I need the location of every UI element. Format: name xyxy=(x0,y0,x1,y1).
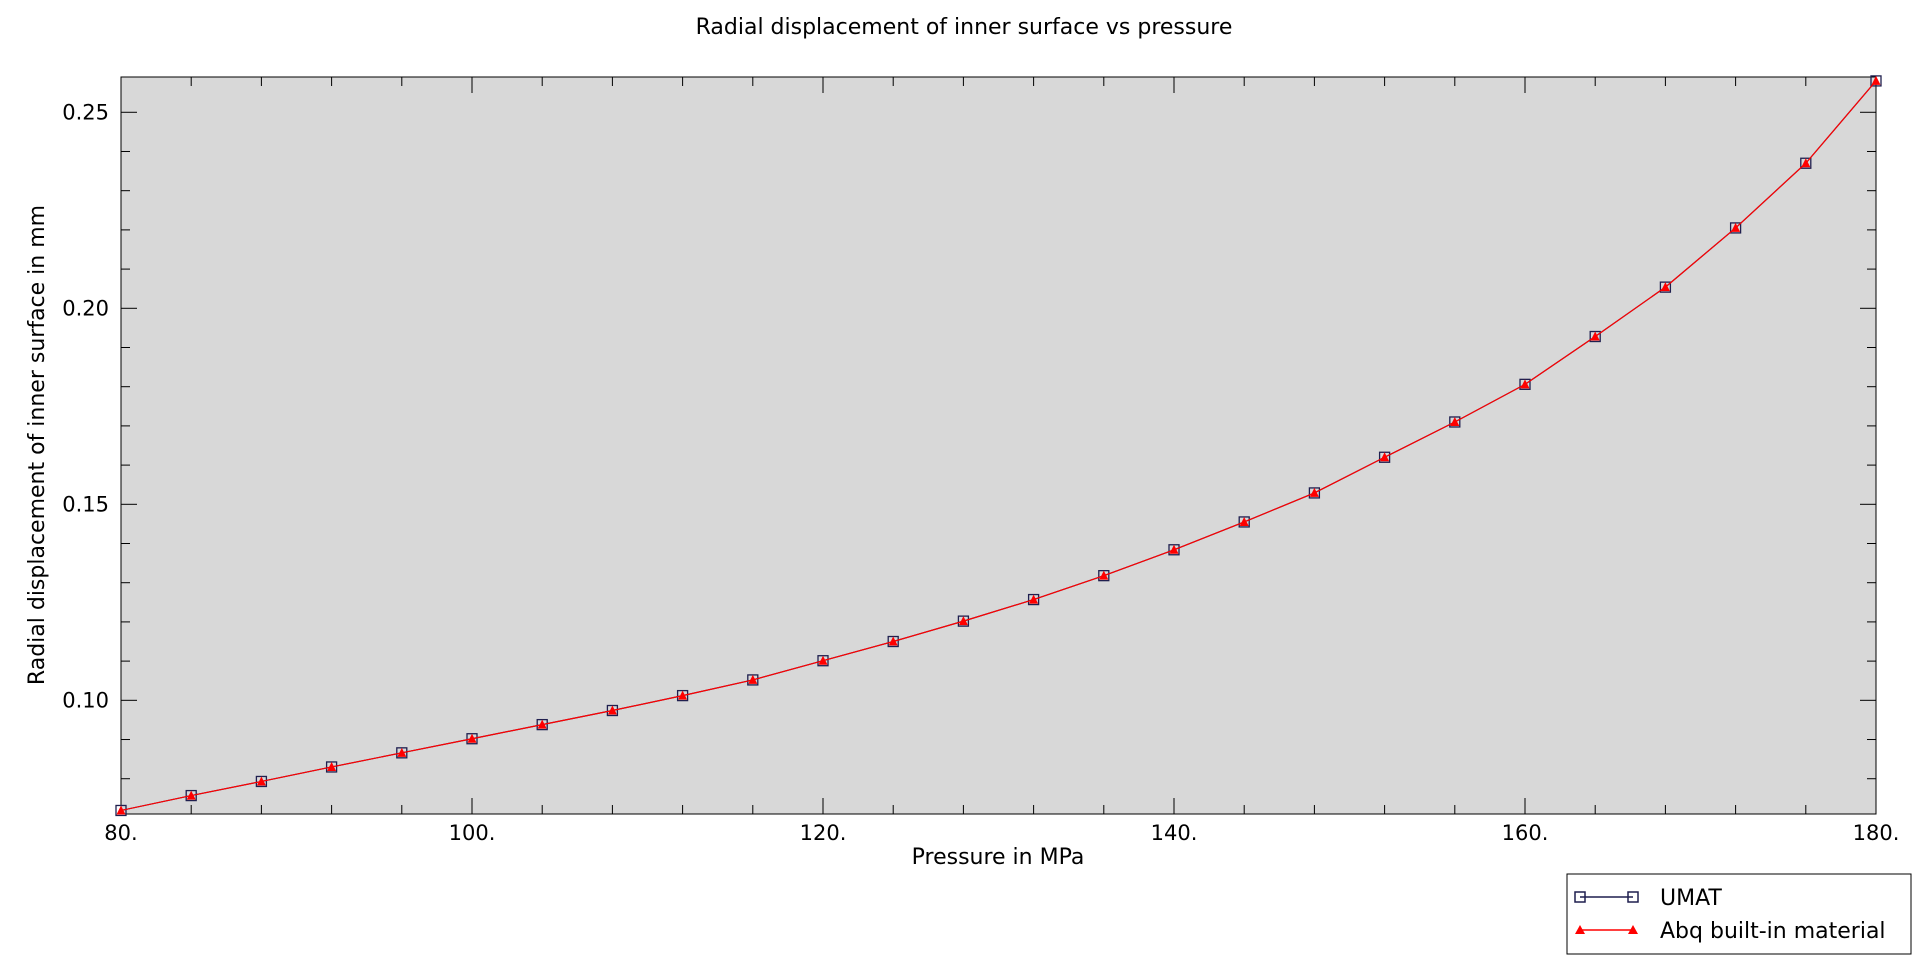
x-tick-label: 80. xyxy=(104,821,137,845)
data-point-abq xyxy=(397,747,407,757)
data-point-abq xyxy=(1380,452,1390,462)
x-tick-label: 160. xyxy=(1502,821,1549,845)
legend: UMAT Abq built-in material xyxy=(1566,873,1912,955)
y-tick-label: 0.15 xyxy=(62,492,109,516)
legend-marker-abq-left xyxy=(1575,925,1585,934)
series-layer xyxy=(115,75,1882,817)
data-point-abq xyxy=(1450,416,1460,426)
data-point-abq xyxy=(888,636,898,646)
data-point-abq xyxy=(116,805,126,815)
data-point-abq xyxy=(1731,222,1741,232)
data-point-abq xyxy=(327,761,337,771)
x-axis-label: Pressure in MPa xyxy=(912,845,1085,870)
plot-area xyxy=(120,76,1877,815)
y-axis-ticks: 0.10 0.15 0.20 0.25 xyxy=(62,100,1876,780)
series-abq xyxy=(116,75,1881,815)
legend-marker-abq-right xyxy=(1628,925,1638,934)
data-point-abq xyxy=(1029,594,1039,604)
data-point-abq xyxy=(256,776,266,786)
x-tick-label: 140. xyxy=(1151,821,1198,845)
chart-title: Radial displacement of inner surface vs … xyxy=(696,15,1233,40)
y-tick-label: 0.25 xyxy=(62,100,109,124)
legend-marker-umat-left xyxy=(1574,891,1586,903)
y-axis-label: Radial displacement of inner surface in … xyxy=(25,205,50,685)
y-tick-label: 0.20 xyxy=(62,296,109,320)
data-point-abq xyxy=(1520,379,1530,389)
legend-entry-umat: UMAT xyxy=(1574,886,1722,911)
legend-label-umat: UMAT xyxy=(1660,886,1722,911)
x-tick-label: 180. xyxy=(1853,821,1900,845)
data-point-abq xyxy=(1871,75,1881,85)
x-tick-label: 120. xyxy=(800,821,847,845)
data-point-abq xyxy=(1801,158,1811,168)
data-point-abq xyxy=(1169,544,1179,554)
x-tick-label: 100. xyxy=(449,821,496,845)
x-axis-ticks: 80. 100. 120. 140. 160. 180. xyxy=(104,77,1899,845)
data-point-abq xyxy=(1239,516,1249,526)
data-point-abq xyxy=(678,690,688,700)
data-point-abq xyxy=(1590,331,1600,341)
data-point-abq xyxy=(186,790,196,800)
data-point-abq xyxy=(537,719,547,729)
data-point-abq xyxy=(818,655,828,665)
data-point-abq xyxy=(607,705,617,715)
legend-marker-umat-right xyxy=(1627,891,1639,903)
data-point-abq xyxy=(748,674,758,684)
legend-entry-abq: Abq built-in material xyxy=(1575,919,1886,944)
legend-box xyxy=(1566,873,1912,955)
y-tick-label: 0.10 xyxy=(62,688,109,712)
series-line xyxy=(120,80,1877,812)
data-point-abq xyxy=(467,733,477,743)
data-point-abq xyxy=(958,616,968,626)
data-point-abq xyxy=(1309,487,1319,497)
legend-label-abq: Abq built-in material xyxy=(1660,919,1886,944)
data-point-abq xyxy=(1660,282,1670,292)
data-point-abq xyxy=(1099,570,1109,580)
